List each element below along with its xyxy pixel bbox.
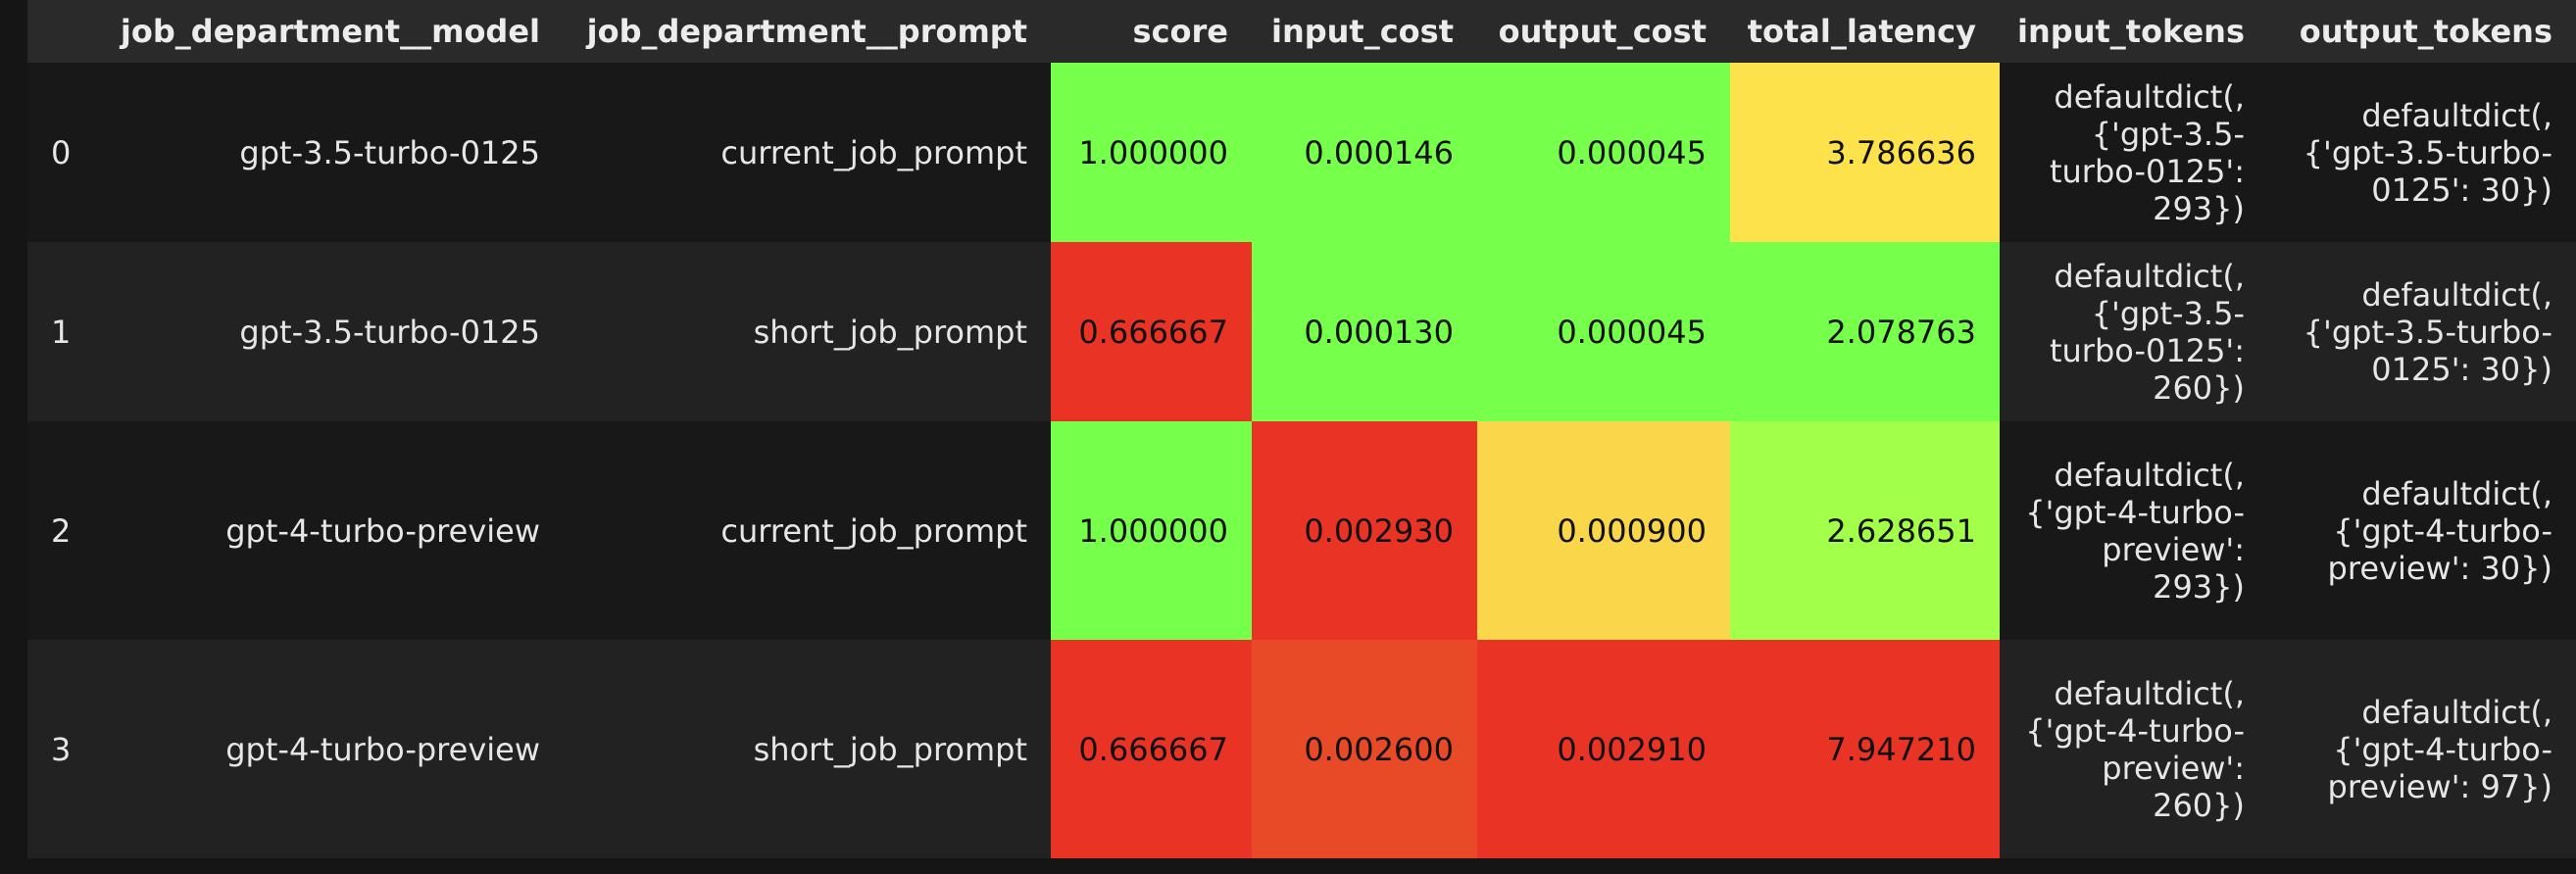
cell-output-cost: 0.000900 xyxy=(1477,421,1730,640)
dataframe-output: job_department__model job_department__pr… xyxy=(27,0,2576,874)
cell-score: 0.666667 xyxy=(1051,242,1252,421)
header-model: job_department__model xyxy=(120,13,540,50)
cell-model: gpt-3.5-turbo-0125 xyxy=(239,133,540,171)
table-row: 2 gpt-4-turbo-preview current_job_prompt… xyxy=(27,421,2576,640)
cell-prompt: current_job_prompt xyxy=(720,133,1027,171)
header-input-cost: input_cost xyxy=(1270,13,1454,50)
cell-input-cost: 0.002600 xyxy=(1252,640,1477,858)
cell-output-cost: 0.002910 xyxy=(1477,640,1730,858)
cell-total-latency: 3.786636 xyxy=(1730,63,2000,242)
cell-input-tokens: defaultdict(, {'gpt-3.5-turbo-0125': 260… xyxy=(2049,257,2245,407)
row-index: 1 xyxy=(51,313,72,351)
table-row: 1 gpt-3.5-turbo-0125 short_job_prompt 0.… xyxy=(27,242,2576,421)
cell-output-tokens: defaultdict(, {'gpt-3.5-turbo-0125': 30}… xyxy=(2303,275,2552,388)
cell-prompt: current_job_prompt xyxy=(720,511,1027,550)
cell-input-tokens: defaultdict(, {'gpt-4-turbo-preview': 26… xyxy=(2025,674,2245,824)
cell-input-tokens: defaultdict(, {'gpt-3.5-turbo-0125': 293… xyxy=(2049,77,2245,227)
header-output-cost: output_cost xyxy=(1498,13,1707,50)
cell-output-tokens: defaultdict(, {'gpt-3.5-turbo-0125': 30}… xyxy=(2303,96,2552,209)
header-row: job_department__model job_department__pr… xyxy=(27,0,2576,63)
cell-model: gpt-4-turbo-preview xyxy=(225,511,540,550)
cell-score: 1.000000 xyxy=(1051,63,1252,242)
cell-input-tokens: defaultdict(, {'gpt-4-turbo-preview': 29… xyxy=(2025,456,2245,606)
cell-output-tokens: defaultdict(, {'gpt-4-turbo-preview': 97… xyxy=(2327,693,2552,805)
cell-model: gpt-4-turbo-preview xyxy=(225,730,540,768)
header-input-tokens: input_tokens xyxy=(2017,13,2245,50)
header-output-tokens: output_tokens xyxy=(2299,13,2552,50)
header-score: score xyxy=(1132,13,1228,50)
cell-input-cost: 0.000146 xyxy=(1252,63,1477,242)
cell-output-cost: 0.000045 xyxy=(1477,242,1730,421)
table-row: 0 gpt-3.5-turbo-0125 current_job_prompt … xyxy=(27,63,2576,242)
cell-prompt: short_job_prompt xyxy=(753,313,1027,351)
cell-prompt: short_job_prompt xyxy=(753,730,1027,768)
cell-score: 1.000000 xyxy=(1051,421,1252,640)
table-row: 3 gpt-4-turbo-preview short_job_prompt 0… xyxy=(27,640,2576,858)
styled-dataframe-table: job_department__model job_department__pr… xyxy=(27,0,2576,858)
cell-model: gpt-3.5-turbo-0125 xyxy=(239,313,540,351)
row-index: 3 xyxy=(51,730,72,768)
row-index: 0 xyxy=(51,133,72,171)
header-prompt: job_department__prompt xyxy=(586,13,1027,50)
row-index: 2 xyxy=(51,511,72,550)
cell-total-latency: 2.078763 xyxy=(1730,242,2000,421)
cell-total-latency: 2.628651 xyxy=(1730,421,2000,640)
cell-score: 0.666667 xyxy=(1051,640,1252,858)
cell-input-cost: 0.000130 xyxy=(1252,242,1477,421)
header-total-latency: total_latency xyxy=(1747,13,1976,50)
cell-total-latency: 7.947210 xyxy=(1730,640,2000,858)
cell-input-cost: 0.002930 xyxy=(1252,421,1477,640)
cell-output-cost: 0.000045 xyxy=(1477,63,1730,242)
header-index xyxy=(27,0,96,63)
cell-output-tokens: defaultdict(, {'gpt-4-turbo-preview': 30… xyxy=(2327,474,2552,587)
